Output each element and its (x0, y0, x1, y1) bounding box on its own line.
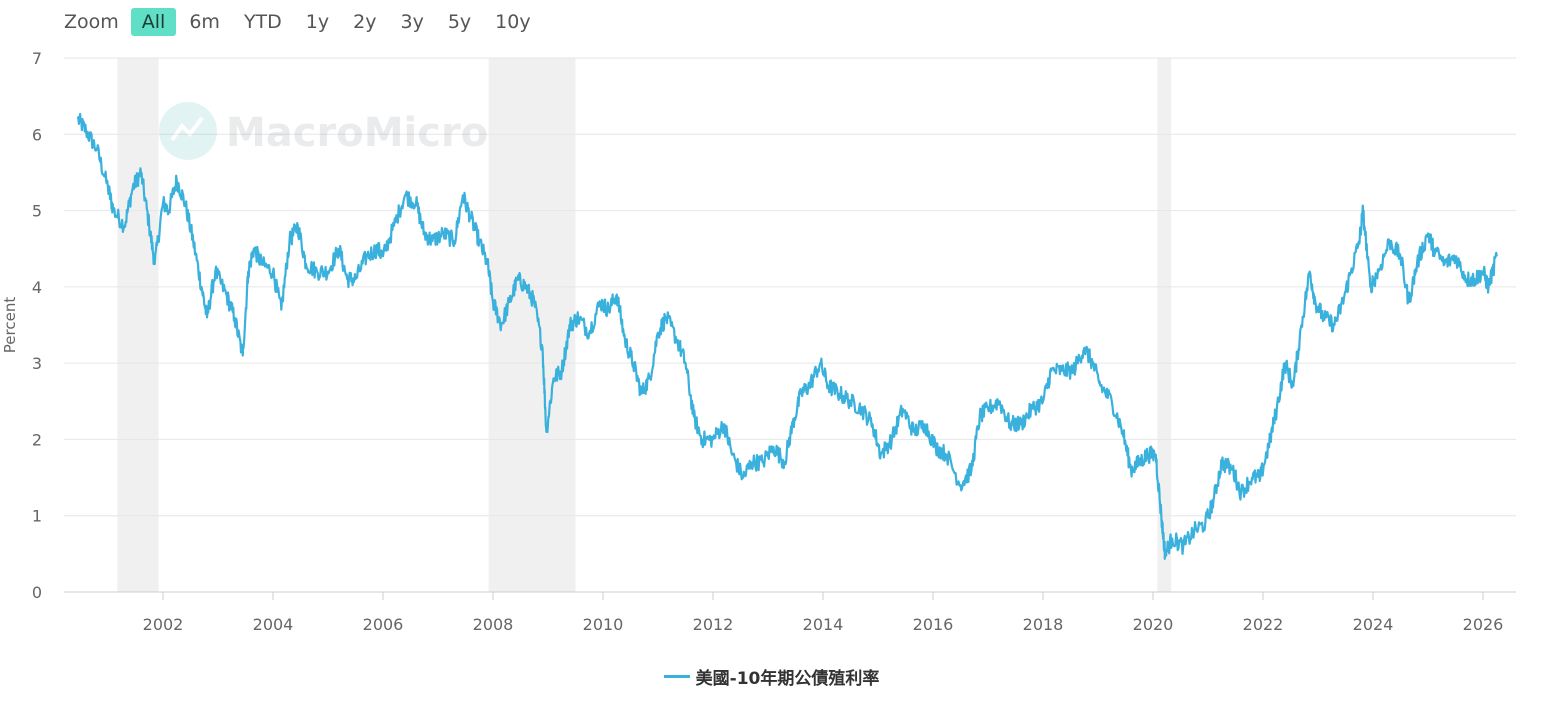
y-tick-label: 4 (32, 278, 42, 297)
y-axis-title: Percent (1, 297, 19, 354)
series-layer (76, 112, 1498, 560)
gridlines (64, 57, 1516, 593)
zoom-6m-button[interactable]: 6m (189, 11, 220, 33)
x-tick-label: 2004 (253, 615, 294, 634)
watermark-text: MacroMicro (226, 110, 488, 156)
y-tick-label: 1 (32, 507, 42, 526)
legend-swatch (663, 675, 690, 678)
x-tick-label: 2014 (803, 615, 844, 634)
x-tick-label: 2024 (1353, 615, 1394, 634)
y-tick-label: 2 (32, 430, 42, 449)
x-tick-label: 2012 (693, 615, 734, 634)
zoom-1y-button[interactable]: 1y (305, 11, 330, 33)
x-tick-label: 2016 (913, 615, 954, 634)
x-tick-label: 2002 (143, 615, 184, 634)
y-tick-label: 5 (32, 202, 42, 221)
zoom-bar: Zoom All 6m YTD 1y 2y 3y 5y 10y (64, 6, 544, 38)
chart: MacroMicro 0 1 2 3 4 5 6 7 2002 2004 2006 2008 2010 2… (1, 49, 1516, 634)
legend[interactable]: 美國-10年期公債殖利率 (0, 664, 1543, 689)
y-tick-label: 0 (32, 583, 42, 602)
x-tick-label: 2018 (1023, 615, 1064, 634)
watermark-logo-icon (159, 102, 217, 160)
recession-band-2 (1157, 58, 1172, 592)
watermark-logo-line (170, 116, 204, 142)
x-tick-label: 2026 (1463, 615, 1504, 634)
x-tick-label: 2022 (1243, 615, 1284, 634)
recession-band-0 (117, 58, 159, 592)
y-tick-label: 7 (32, 49, 42, 68)
zoom-2y-button[interactable]: 2y (353, 11, 377, 33)
y-tick-label: 6 (32, 125, 42, 144)
zoom-10y-button[interactable]: 10y (495, 11, 531, 33)
zoom-ytd-button[interactable]: YTD (243, 11, 282, 33)
watermark: MacroMicro (159, 102, 488, 160)
series-line-0[interactable] (76, 112, 1498, 560)
recession-bands (117, 58, 1172, 592)
zoom-label: Zoom (64, 11, 119, 33)
zoom-all-button[interactable]: All (130, 8, 177, 36)
x-tick-label: 2010 (583, 615, 624, 634)
x-tick-label: 2008 (473, 615, 514, 634)
zoom-3y-button[interactable]: 3y (400, 11, 424, 33)
zoom-5y-button[interactable]: 5y (447, 11, 472, 33)
x-tick-label: 2020 (1133, 615, 1174, 634)
y-tick-label: 3 (32, 354, 42, 373)
x-tick-label: 2006 (363, 615, 404, 634)
axes: 0 1 2 3 4 5 6 7 2002 2004 2006 2008 2010 2012 2014 2016… (32, 49, 1504, 634)
legend-label: 美國-10年期公債殖利率 (695, 669, 880, 689)
recession-band-1 (488, 58, 576, 592)
